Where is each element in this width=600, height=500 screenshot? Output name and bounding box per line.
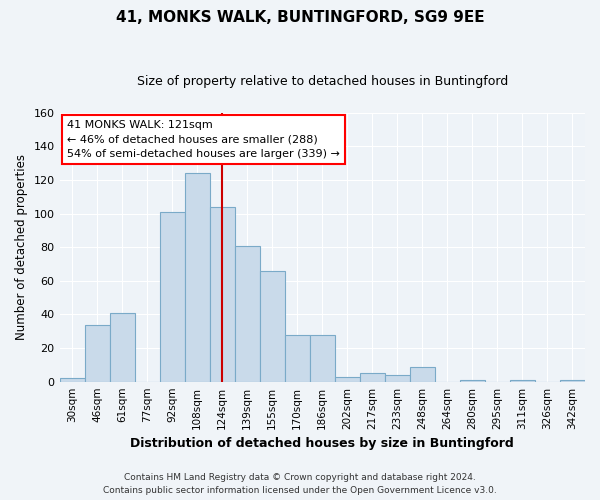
Bar bbox=[160, 212, 185, 382]
Bar bbox=[260, 271, 285, 382]
Bar bbox=[385, 375, 410, 382]
Bar bbox=[209, 207, 235, 382]
Title: Size of property relative to detached houses in Buntingford: Size of property relative to detached ho… bbox=[137, 75, 508, 88]
Text: 41 MONKS WALK: 121sqm
← 46% of detached houses are smaller (288)
54% of semi-det: 41 MONKS WALK: 121sqm ← 46% of detached … bbox=[67, 120, 340, 159]
Y-axis label: Number of detached properties: Number of detached properties bbox=[15, 154, 28, 340]
Bar bbox=[510, 380, 535, 382]
Bar bbox=[310, 334, 335, 382]
Bar bbox=[110, 313, 134, 382]
Bar bbox=[335, 376, 360, 382]
Text: 41, MONKS WALK, BUNTINGFORD, SG9 9EE: 41, MONKS WALK, BUNTINGFORD, SG9 9EE bbox=[116, 10, 484, 25]
Bar bbox=[185, 174, 209, 382]
Bar bbox=[360, 374, 385, 382]
Bar bbox=[285, 334, 310, 382]
Bar bbox=[460, 380, 485, 382]
Bar bbox=[410, 366, 435, 382]
Bar bbox=[85, 324, 110, 382]
X-axis label: Distribution of detached houses by size in Buntingford: Distribution of detached houses by size … bbox=[130, 437, 514, 450]
Text: Contains HM Land Registry data © Crown copyright and database right 2024.
Contai: Contains HM Land Registry data © Crown c… bbox=[103, 474, 497, 495]
Bar bbox=[560, 380, 585, 382]
Bar bbox=[235, 246, 260, 382]
Bar bbox=[59, 378, 85, 382]
